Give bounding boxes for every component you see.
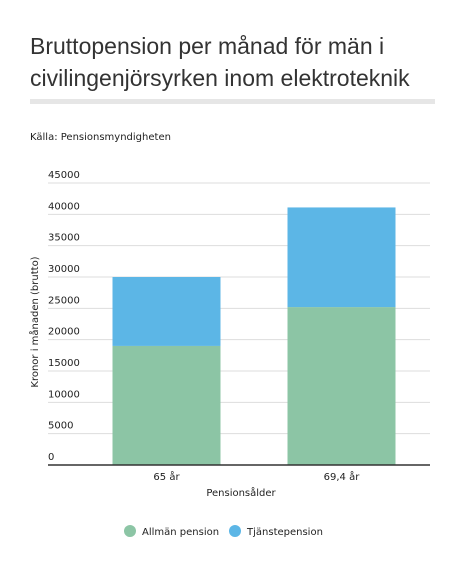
x-tick-label: 65 år	[153, 470, 180, 483]
bar-segment	[112, 277, 221, 346]
y-tick-label: 5000	[48, 421, 73, 432]
chart-title: civilingenjörsyrken inom elektroteknik	[30, 65, 410, 91]
bar-segment	[112, 345, 221, 465]
legend-label: Tjänstepension	[246, 527, 323, 538]
y-tick-label: 30000	[48, 264, 80, 275]
source: Källa: Pensionsmyndigheten	[30, 132, 171, 143]
chart-title: Bruttopension per månad för män i	[30, 33, 384, 59]
legend-swatch	[124, 525, 136, 537]
y-tick-label: 35000	[48, 233, 80, 244]
y-tick-label: 25000	[48, 295, 80, 306]
bar-segment	[287, 307, 396, 465]
bar-segment	[287, 207, 396, 308]
y-tick-label: 15000	[48, 358, 80, 369]
y-tick-label: 0	[48, 452, 54, 463]
legend-label: Allmän pension	[142, 527, 219, 538]
divider	[30, 99, 435, 104]
y-tick-label: 45000	[48, 170, 80, 181]
y-tick-label: 20000	[48, 327, 80, 338]
x-axis-label: Pensionsålder	[206, 486, 276, 499]
y-axis-label: Kronor i månaden (brutto)	[28, 256, 41, 387]
x-tick-label: 69,4 år	[324, 470, 361, 483]
y-tick-label: 10000	[48, 389, 80, 400]
legend-swatch	[229, 525, 241, 537]
y-tick-label: 40000	[48, 201, 80, 212]
